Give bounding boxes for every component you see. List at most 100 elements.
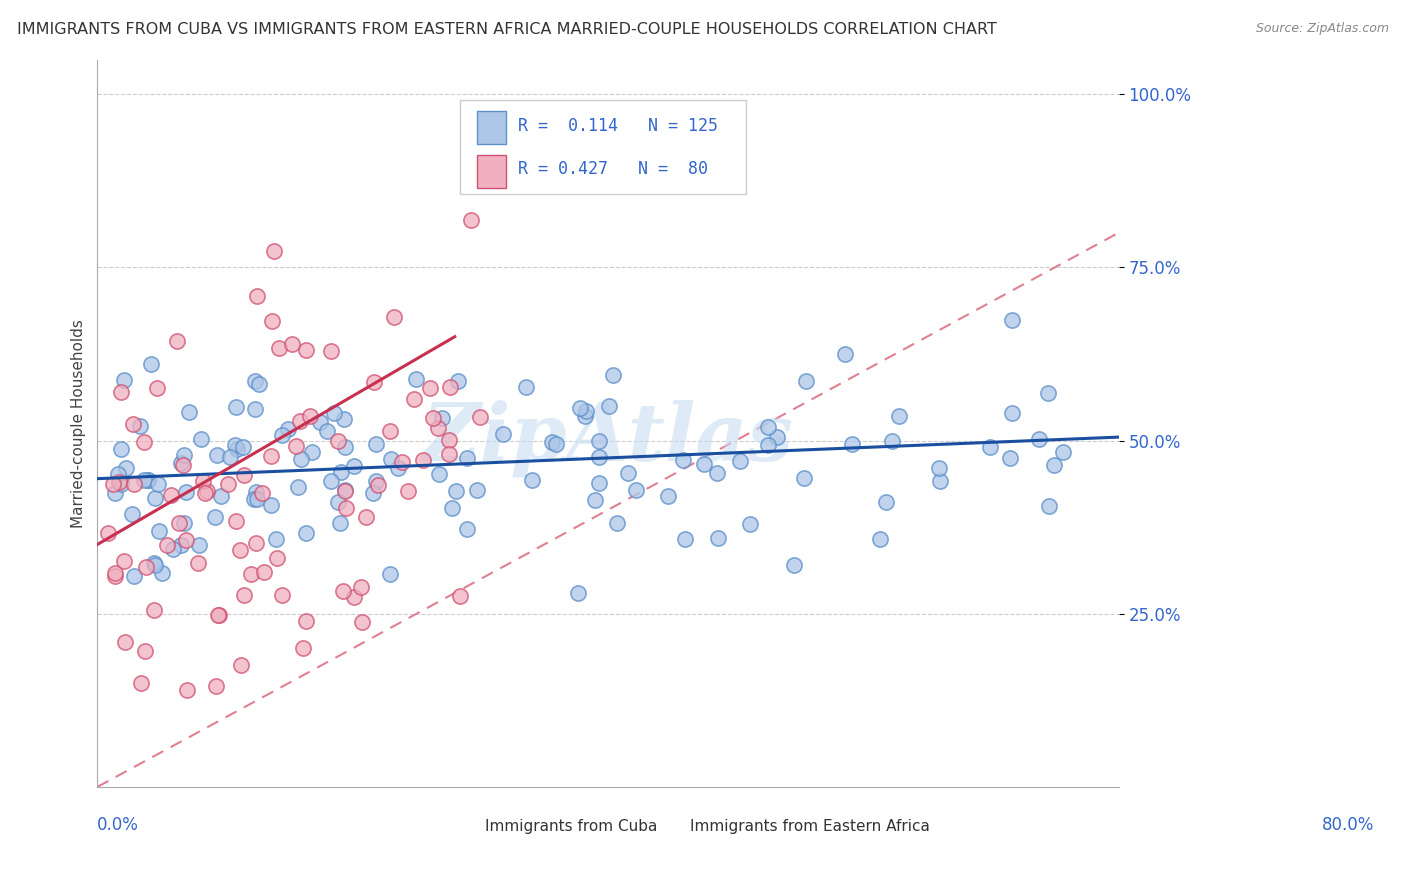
Point [128, 419, 150, 434]
Point [569, 401, 592, 415]
Point [693, 458, 716, 472]
Point [329, 466, 352, 480]
Point [173, 516, 195, 530]
Point [671, 453, 693, 467]
Point [326, 495, 349, 509]
Point [465, 483, 488, 497]
Point [456, 450, 478, 465]
Point [298, 409, 321, 424]
Point [794, 374, 817, 388]
Point [160, 488, 183, 502]
Point [440, 501, 463, 516]
Point [793, 471, 815, 485]
Point [292, 640, 315, 655]
Point [540, 435, 562, 450]
Point [170, 538, 193, 552]
Point [439, 433, 461, 447]
Point [446, 483, 468, 498]
Point [129, 676, 152, 690]
Point [588, 476, 610, 491]
Y-axis label: Married-couple Households: Married-couple Households [72, 318, 86, 528]
Point [520, 474, 543, 488]
Point [229, 542, 252, 557]
Point [319, 344, 342, 359]
Point [598, 399, 620, 413]
Point [121, 507, 143, 521]
Point [134, 644, 156, 658]
Point [333, 483, 356, 498]
Point [250, 485, 273, 500]
Point [332, 584, 354, 599]
Point [270, 428, 292, 442]
Point [287, 479, 309, 493]
Point [156, 538, 179, 552]
Point [104, 569, 127, 583]
Point [460, 213, 482, 227]
Point [707, 531, 730, 545]
Point [271, 588, 294, 602]
Point [740, 517, 762, 532]
Point [333, 412, 356, 426]
Point [135, 560, 157, 574]
Point [187, 556, 209, 570]
Point [841, 437, 863, 451]
Point [166, 334, 188, 349]
Point [1052, 445, 1074, 459]
Point [706, 466, 728, 480]
Point [928, 461, 950, 475]
Point [728, 454, 751, 468]
Text: R = 0.427   N =  80: R = 0.427 N = 80 [517, 161, 709, 178]
Point [335, 483, 357, 498]
Point [260, 314, 283, 328]
Point [141, 357, 163, 371]
Text: R =  0.114   N = 125: R = 0.114 N = 125 [517, 117, 718, 135]
Point [122, 417, 145, 432]
Point [427, 467, 450, 481]
Point [112, 373, 135, 387]
Point [765, 430, 787, 444]
Point [316, 424, 339, 438]
Point [606, 516, 628, 530]
Text: 0.0%: 0.0% [97, 816, 139, 834]
Point [110, 476, 132, 491]
Point [136, 473, 159, 487]
Point [328, 434, 350, 448]
Point [260, 499, 283, 513]
Point [277, 422, 299, 436]
Point [143, 491, 166, 505]
Point [380, 451, 402, 466]
Point [132, 434, 155, 449]
Point [264, 532, 287, 546]
Point [167, 516, 190, 530]
Point [136, 473, 159, 487]
Point [343, 459, 366, 474]
Point [588, 450, 610, 464]
Point [104, 566, 127, 581]
Point [114, 635, 136, 649]
Point [266, 551, 288, 566]
Point [329, 516, 352, 531]
Point [245, 535, 267, 549]
Point [232, 440, 254, 454]
Point [515, 380, 537, 394]
Bar [477, 112, 506, 144]
Point [412, 453, 434, 467]
Point [402, 392, 425, 407]
Point [239, 566, 262, 581]
Text: Immigrants from Cuba: Immigrants from Cuba [485, 820, 658, 834]
Point [226, 442, 249, 456]
Point [177, 405, 200, 419]
Text: ZipAtlas: ZipAtlas [422, 399, 794, 476]
Point [468, 409, 491, 424]
Point [247, 377, 270, 392]
Point [295, 525, 318, 540]
Point [363, 376, 385, 390]
Point [387, 461, 409, 475]
Point [267, 341, 290, 355]
Point [295, 343, 318, 358]
Point [112, 554, 135, 568]
Point [233, 588, 256, 602]
Point [115, 461, 138, 475]
Point [869, 532, 891, 546]
Point [263, 244, 285, 258]
